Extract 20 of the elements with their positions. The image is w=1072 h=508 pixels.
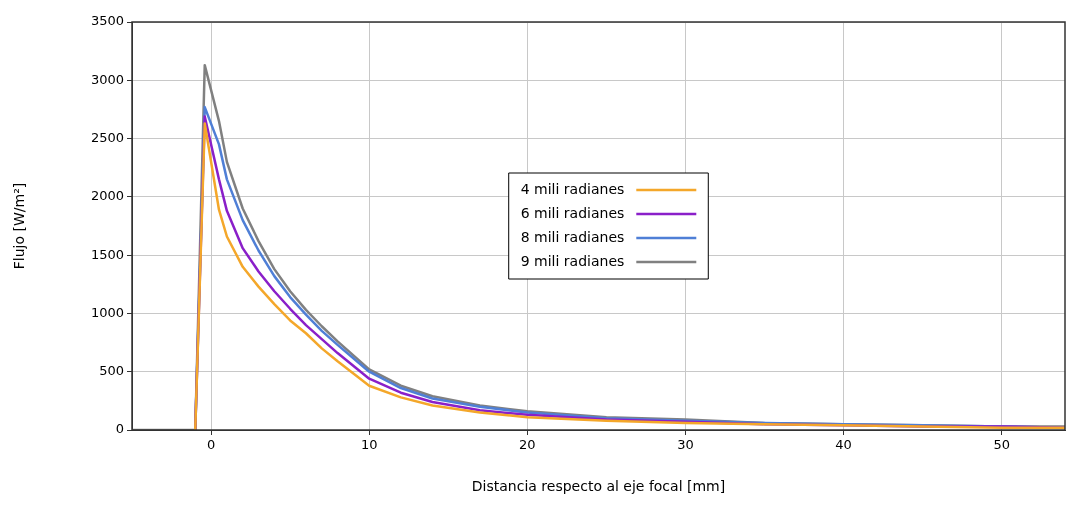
y-tick-label: 1000: [90, 304, 124, 320]
legend-label: 4 mili radianes: [520, 180, 625, 197]
y-tick-label: 2000: [90, 188, 124, 204]
y-tick-label: 500: [99, 363, 124, 379]
legend-label: 8 mili radianes: [520, 228, 625, 245]
legend-label: 9 mili radianes: [520, 252, 625, 269]
x-tick-label: 40: [835, 437, 852, 453]
legend-label: 6 mili radianes: [520, 204, 625, 221]
y-tick-label: 1500: [90, 246, 124, 262]
x-axis-title: Distancia respecto al eje focal [mm]: [471, 478, 726, 495]
y-tick-label: 0: [115, 421, 124, 437]
x-tick-label: 50: [993, 437, 1011, 453]
x-tick-label: 30: [677, 437, 694, 453]
x-tick-label: 10: [360, 437, 378, 453]
y-axis-title: Flujo [W/m²]: [11, 182, 28, 270]
x-tick-label: 0: [206, 437, 216, 453]
y-tick-label: 2500: [90, 129, 124, 145]
y-tick-label: 3500: [90, 13, 124, 29]
x-tick-label: 20: [519, 437, 536, 453]
y-tick-label: 3000: [90, 71, 124, 87]
